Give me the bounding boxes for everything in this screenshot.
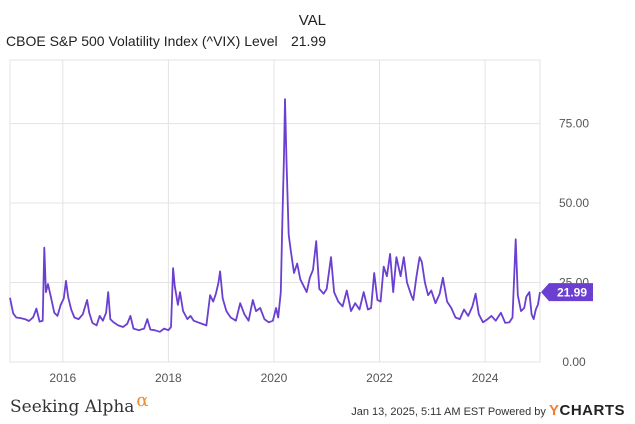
series-line — [9, 98, 541, 333]
ycharts-y-icon: Y — [548, 402, 560, 419]
timestamp-text: Jan 13, 2025, 5:11 AM EST Powered by — [351, 406, 546, 418]
x-tick-label: 2024 — [472, 371, 499, 385]
x-tick-label: 2022 — [366, 371, 393, 385]
y-tick-label: 75.00 — [559, 117, 589, 131]
y-tick-label: 0.00 — [562, 355, 586, 369]
ycharts-text: CHARTS — [559, 402, 625, 419]
x-tick-label: 2018 — [155, 371, 182, 385]
x-tick-label: 2020 — [261, 371, 288, 385]
attribution: Jan 13, 2025, 5:11 AM EST Powered by YCH… — [351, 402, 625, 419]
seeking-alpha-text: Seeking Alpha — [10, 397, 135, 417]
alpha-icon: α — [136, 390, 149, 411]
current-value-badge — [541, 283, 593, 302]
x-tick-label: 2016 — [49, 371, 76, 385]
current-value-label: 21.99 — [557, 286, 587, 300]
chart-legend: VAL CBOE S&P 500 Volatility Index (^VIX)… — [6, 12, 336, 52]
y-tick-label: 50.00 — [559, 196, 589, 210]
series-name: CBOE S&P 500 Volatility Index (^VIX) Lev… — [6, 33, 278, 49]
ycharts-logo: YCHARTS — [549, 402, 625, 419]
seeking-alpha-logo: Seeking Alpha α — [10, 390, 149, 417]
series-value: 21.99 — [290, 33, 326, 49]
value-column-header: VAL — [298, 12, 326, 29]
